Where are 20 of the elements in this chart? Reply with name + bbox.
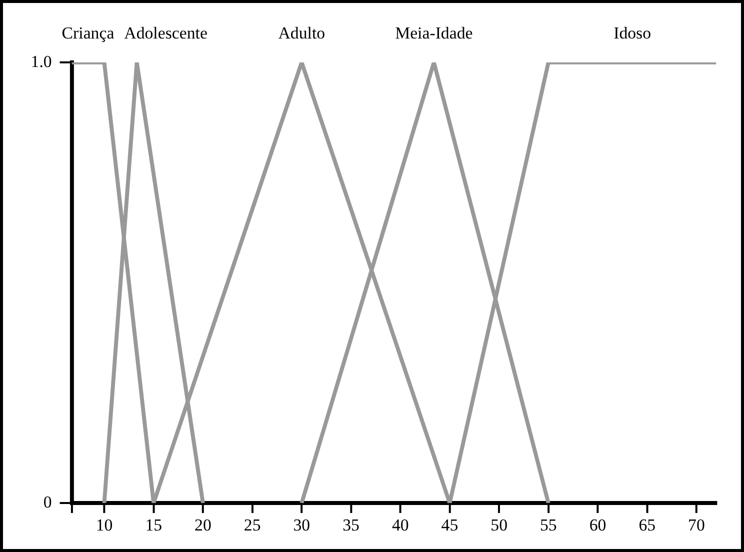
x-tick-label: 45	[441, 515, 458, 534]
x-tick-label: 20	[194, 515, 212, 534]
series-label: Criança	[62, 24, 115, 43]
series-label: Adolescente	[124, 24, 208, 43]
x-tick-label: 70	[688, 515, 705, 534]
y-tick-label: 0	[43, 492, 52, 512]
x-tick-label: 25	[244, 515, 261, 534]
x-tick-label: 35	[342, 515, 360, 534]
x-tick-label: 55	[540, 515, 557, 534]
x-tick-label: 50	[490, 515, 508, 534]
x-tick-label: 60	[589, 515, 606, 534]
y-tick-label: 1.0	[30, 52, 52, 71]
x-tick-label: 40	[392, 515, 409, 534]
x-tick-label: 10	[96, 515, 113, 534]
series-label: Meia-Idade	[395, 24, 473, 43]
series-label: Adulto	[278, 24, 326, 43]
series-label: Idoso	[614, 24, 652, 43]
x-tick-label: 65	[638, 515, 656, 534]
x-tick-label: 15	[145, 515, 162, 534]
x-tick-label: 30	[293, 515, 310, 534]
